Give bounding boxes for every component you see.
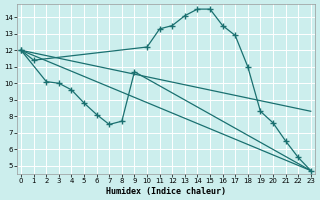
X-axis label: Humidex (Indice chaleur): Humidex (Indice chaleur) bbox=[106, 187, 226, 196]
